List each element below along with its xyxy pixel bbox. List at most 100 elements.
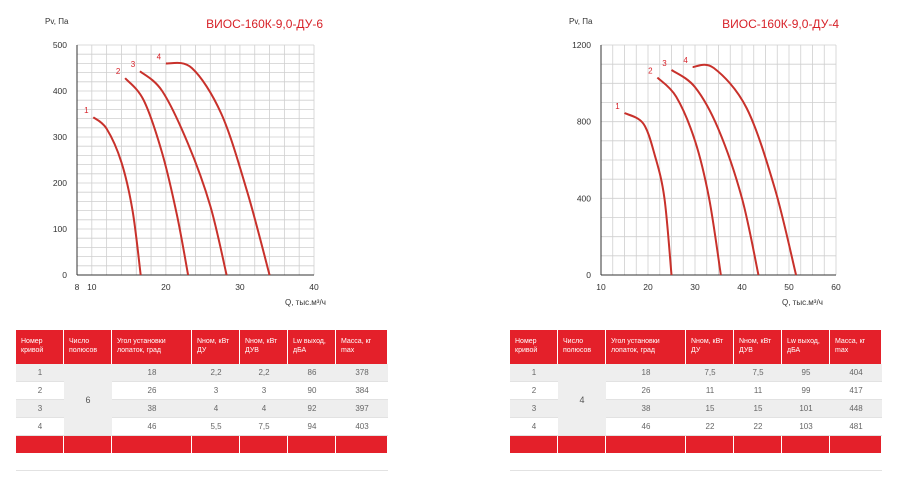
cell-sound: 103 xyxy=(782,418,830,436)
y-tick-label: 0 xyxy=(62,270,67,280)
header-poles: Число полюсов xyxy=(558,330,606,364)
x-tick-label: 40 xyxy=(737,282,747,292)
curve-label: 3 xyxy=(662,59,667,68)
curve-label: 4 xyxy=(683,56,688,65)
x-tick-label: 20 xyxy=(643,282,653,292)
cell-sound: 99 xyxy=(782,382,830,400)
x-axis-label: Q, тыс.м³/ч xyxy=(782,298,823,307)
chart-title: ВИОС-160К-9,0-ДУ-4 xyxy=(722,17,839,31)
cell-angle: 46 xyxy=(112,418,192,436)
cell-angle: 38 xyxy=(606,400,686,418)
cell-angle: 38 xyxy=(112,400,192,418)
y-tick-label: 200 xyxy=(53,178,67,188)
curve-4 xyxy=(165,61,271,276)
y-tick-label: 0 xyxy=(586,270,591,280)
specs-table-du4: Номер кривой Число полюсов Угол установк… xyxy=(510,330,882,471)
pressure-chart-du6: ВИОС-160К-9,0-ДУ-6 Pv, Па 0 100 200 300 400 5… xyxy=(45,17,326,307)
header-sound-level: Lw выход, дБА xyxy=(288,330,336,364)
y-tick-label: 400 xyxy=(577,193,591,203)
y-tick-label: 400 xyxy=(53,86,67,96)
table-footer-bar xyxy=(510,436,882,453)
y-axis-label: Pv, Па xyxy=(45,17,69,26)
table-empty-row xyxy=(510,453,882,471)
cell-curve: 4 xyxy=(16,418,64,436)
curve-label: 1 xyxy=(615,102,620,111)
cell-power-duv: 22 xyxy=(734,418,782,436)
curve-label: 4 xyxy=(157,52,162,61)
cell-poles: 4 xyxy=(558,364,606,436)
y-tick-label: 100 xyxy=(53,224,67,234)
cell-power-du: 22 xyxy=(686,418,734,436)
table-row: 4 46 22 22 103 481 xyxy=(510,418,882,436)
curve-label: 2 xyxy=(648,67,653,76)
table-row: 3 38 4 4 92 397 xyxy=(16,400,388,418)
cell-sound: 90 xyxy=(288,382,336,400)
header-curve-number: Номер кривой xyxy=(510,330,558,364)
grid xyxy=(600,44,837,276)
cell-curve: 3 xyxy=(16,400,64,418)
header-blade-angle: Угол установки лопаток, град xyxy=(606,330,686,364)
x-tick-label: 20 xyxy=(161,282,171,292)
curve-label: 1 xyxy=(84,106,89,115)
cell-mass: 384 xyxy=(336,382,388,400)
cell-angle: 46 xyxy=(606,418,686,436)
x-tick-labels: 10 20 30 40 50 60 xyxy=(596,282,841,292)
cell-mass: 417 xyxy=(830,382,882,400)
table-row: 2 26 11 11 99 417 xyxy=(510,382,882,400)
cell-curve: 1 xyxy=(16,364,64,382)
cell-sound: 92 xyxy=(288,400,336,418)
x-tick-label: 60 xyxy=(831,282,841,292)
table-header-row: Номер кривой Число полюсов Угол установк… xyxy=(510,330,882,364)
cell-power-duv: 11 xyxy=(734,382,782,400)
header-blade-angle: Угол установки лопаток, град xyxy=(112,330,192,364)
cell-angle: 26 xyxy=(606,382,686,400)
header-curve-number: Номер кривой xyxy=(16,330,64,364)
cell-power-du: 4 xyxy=(192,400,240,418)
header-sound-level: Lw выход, дБА xyxy=(782,330,830,364)
cell-mass: 403 xyxy=(336,418,388,436)
cell-curve: 1 xyxy=(510,364,558,382)
table-empty-row xyxy=(16,453,388,471)
y-tick-label: 300 xyxy=(53,132,67,142)
cell-power-duv: 15 xyxy=(734,400,782,418)
x-tick-label: 10 xyxy=(87,282,97,292)
header-power-duv: Nном, кВт ДУВ xyxy=(240,330,288,364)
x-tick-label: 8 xyxy=(75,282,80,292)
cell-curve: 2 xyxy=(16,382,64,400)
cell-power-duv: 2,2 xyxy=(240,364,288,382)
x-axis-label: Q, тыс.м³/ч xyxy=(285,298,326,307)
cell-sound: 101 xyxy=(782,400,830,418)
y-tick-labels: 0 400 800 1200 xyxy=(572,40,591,280)
header-poles: Число полюсов xyxy=(64,330,112,364)
table-row: 2 26 3 3 90 384 xyxy=(16,382,388,400)
cell-power-du: 2,2 xyxy=(192,364,240,382)
cell-curve: 2 xyxy=(510,382,558,400)
cell-angle: 18 xyxy=(112,364,192,382)
curves: 1 23 4 xyxy=(615,56,798,276)
cell-angle: 18 xyxy=(606,364,686,382)
x-tick-label: 40 xyxy=(309,282,319,292)
axes xyxy=(600,45,836,276)
curve-4 xyxy=(692,63,798,276)
curve-1 xyxy=(624,112,673,276)
cell-sound: 86 xyxy=(288,364,336,382)
y-tick-label: 1200 xyxy=(572,40,591,50)
cell-mass: 481 xyxy=(830,418,882,436)
curve-3 xyxy=(670,69,760,276)
table-row: 1 6 18 2,2 2,2 86 378 xyxy=(16,364,388,436)
y-axis-label: Pv, Па xyxy=(569,17,593,26)
table-row: 3 38 15 15 101 448 xyxy=(510,400,882,418)
header-mass: Масса, кг max xyxy=(830,330,882,364)
cell-sound: 94 xyxy=(288,418,336,436)
header-power-du: Nном, кВт ДУ xyxy=(192,330,240,364)
cell-mass: 378 xyxy=(336,364,388,382)
header-power-du: Nном, кВт ДУ xyxy=(686,330,734,364)
x-tick-labels: 8 10 20 30 40 xyxy=(75,282,319,292)
cell-power-du: 5,5 xyxy=(192,418,240,436)
cell-power-duv: 7,5 xyxy=(240,418,288,436)
y-tick-label: 500 xyxy=(53,40,67,50)
table-footer-bar xyxy=(16,436,388,453)
cell-sound: 95 xyxy=(782,364,830,382)
